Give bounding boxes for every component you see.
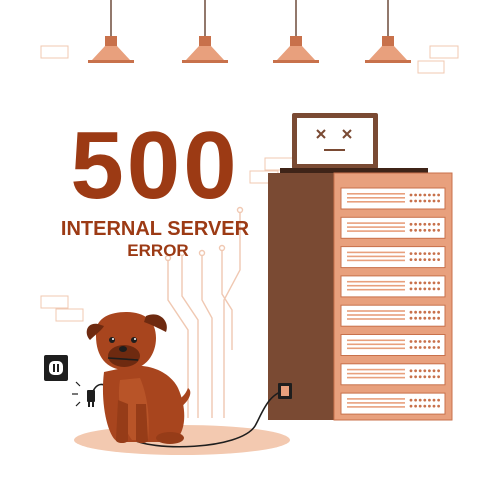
server-unit [340,246,446,269]
dog [86,312,191,444]
server-unit [340,334,446,356]
circuit-lines [167,212,241,418]
error-subtitle: ERROR [127,241,188,260]
power-plug-icon [278,383,292,399]
server-unit [340,187,446,210]
server-unit [340,392,446,415]
ceiling-lamps [88,0,411,63]
server-unit [340,304,446,327]
circuit-nodes [164,206,244,262]
error-code: 500 [70,112,239,219]
server-unit [340,216,446,239]
server-unit [340,363,446,386]
lamp-1 [88,0,134,63]
lamp-3 [273,0,319,63]
server-units [340,187,446,415]
power-outlet-icon [44,355,68,381]
lamp-4 [365,0,411,63]
laptop [280,113,428,173]
unplugged-plug-icon [72,381,95,407]
lamp-2 [182,0,228,63]
server-unit [340,275,446,298]
x-eyes-icon [316,129,352,151]
error-title: INTERNAL SERVER [61,218,250,240]
